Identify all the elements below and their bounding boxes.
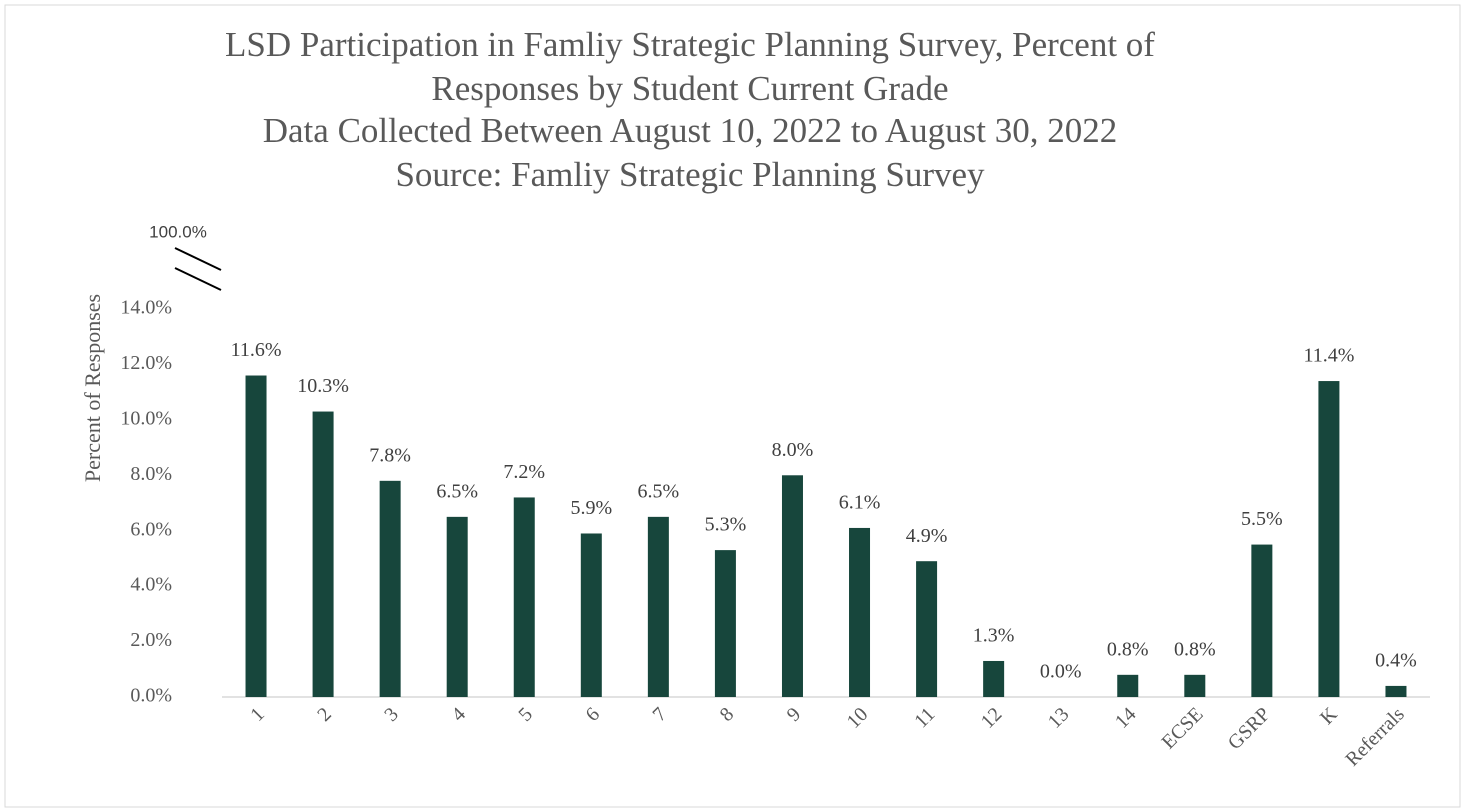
chart-title: Source: Famliy Strategic Planning Survey [395, 155, 985, 194]
bar [1117, 674, 1139, 697]
bar [1184, 674, 1206, 697]
chart-title: Responses by Student Current Grade [431, 69, 948, 108]
y-axis-label: Percent of Responses [80, 294, 105, 482]
bar [312, 411, 334, 697]
bar [1385, 685, 1407, 697]
bar [916, 561, 938, 697]
data-label: 0.8% [1107, 638, 1149, 660]
bar [1318, 381, 1340, 697]
y-tick-label: 12.0% [120, 352, 172, 374]
bar [1251, 544, 1273, 697]
data-label: 0.0% [1040, 661, 1082, 683]
data-label: 7.2% [503, 461, 545, 483]
data-label: 10.3% [297, 375, 349, 397]
axis-break-mark [174, 247, 222, 271]
data-label: 6.5% [436, 480, 478, 502]
chart-title: Data Collected Between August 10, 2022 t… [263, 111, 1118, 150]
data-label: 11.6% [231, 339, 282, 361]
bar [647, 516, 669, 697]
data-label: 5.3% [705, 514, 747, 536]
y-tick-label: 0.0% [130, 685, 172, 707]
data-label: 5.9% [570, 497, 612, 519]
data-label: 4.9% [906, 525, 948, 547]
bar [781, 475, 803, 697]
y-tick-label: 6.0% [130, 518, 172, 540]
bar [714, 550, 736, 697]
data-label: 0.4% [1375, 650, 1417, 672]
data-label: 5.5% [1241, 508, 1283, 530]
data-label: 6.5% [638, 480, 680, 502]
bar [245, 375, 267, 697]
data-label: 0.8% [1174, 638, 1216, 660]
y-tick-label: 10.0% [120, 407, 172, 429]
bar [580, 533, 602, 697]
data-label: 8.0% [772, 439, 814, 461]
bar [849, 527, 871, 697]
data-label: 6.1% [839, 492, 881, 514]
data-label: 1.3% [973, 625, 1015, 647]
y-tick-label: 14.0% [120, 297, 172, 319]
bar [983, 660, 1005, 697]
data-label: 11.4% [1303, 345, 1354, 367]
bar [513, 497, 535, 697]
y-tick-label: 4.0% [130, 574, 172, 596]
axis-break-mark [174, 267, 222, 291]
y-tick-label: 8.0% [130, 463, 172, 485]
bar [379, 480, 401, 697]
bar [446, 516, 468, 697]
axis-break-label: 100.0% [149, 222, 207, 241]
data-label: 7.8% [369, 444, 411, 466]
chart-title: LSD Participation in Famliy Strategic Pl… [225, 25, 1155, 64]
y-tick-label: 2.0% [130, 629, 172, 651]
